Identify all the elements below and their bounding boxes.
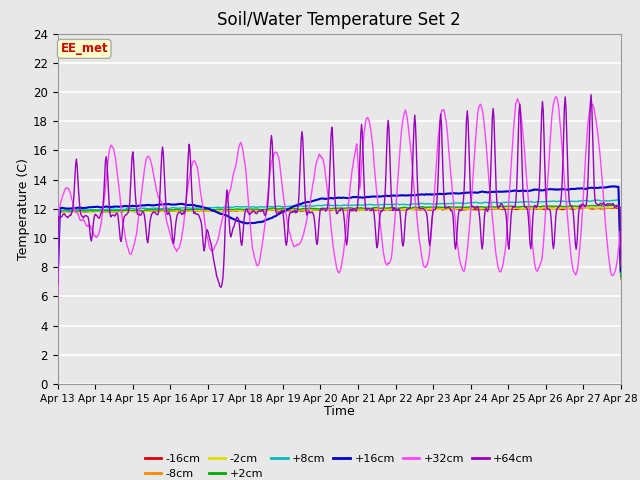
Legend: -16cm, -8cm, -2cm, +2cm, +8cm, +16cm, +32cm, +64cm: -16cm, -8cm, -2cm, +2cm, +8cm, +16cm, +3…	[140, 449, 538, 480]
Title: Soil/Water Temperature Set 2: Soil/Water Temperature Set 2	[218, 11, 461, 29]
X-axis label: Time: Time	[324, 405, 355, 418]
Y-axis label: Temperature (C): Temperature (C)	[17, 158, 30, 260]
Text: EE_met: EE_met	[60, 42, 108, 55]
